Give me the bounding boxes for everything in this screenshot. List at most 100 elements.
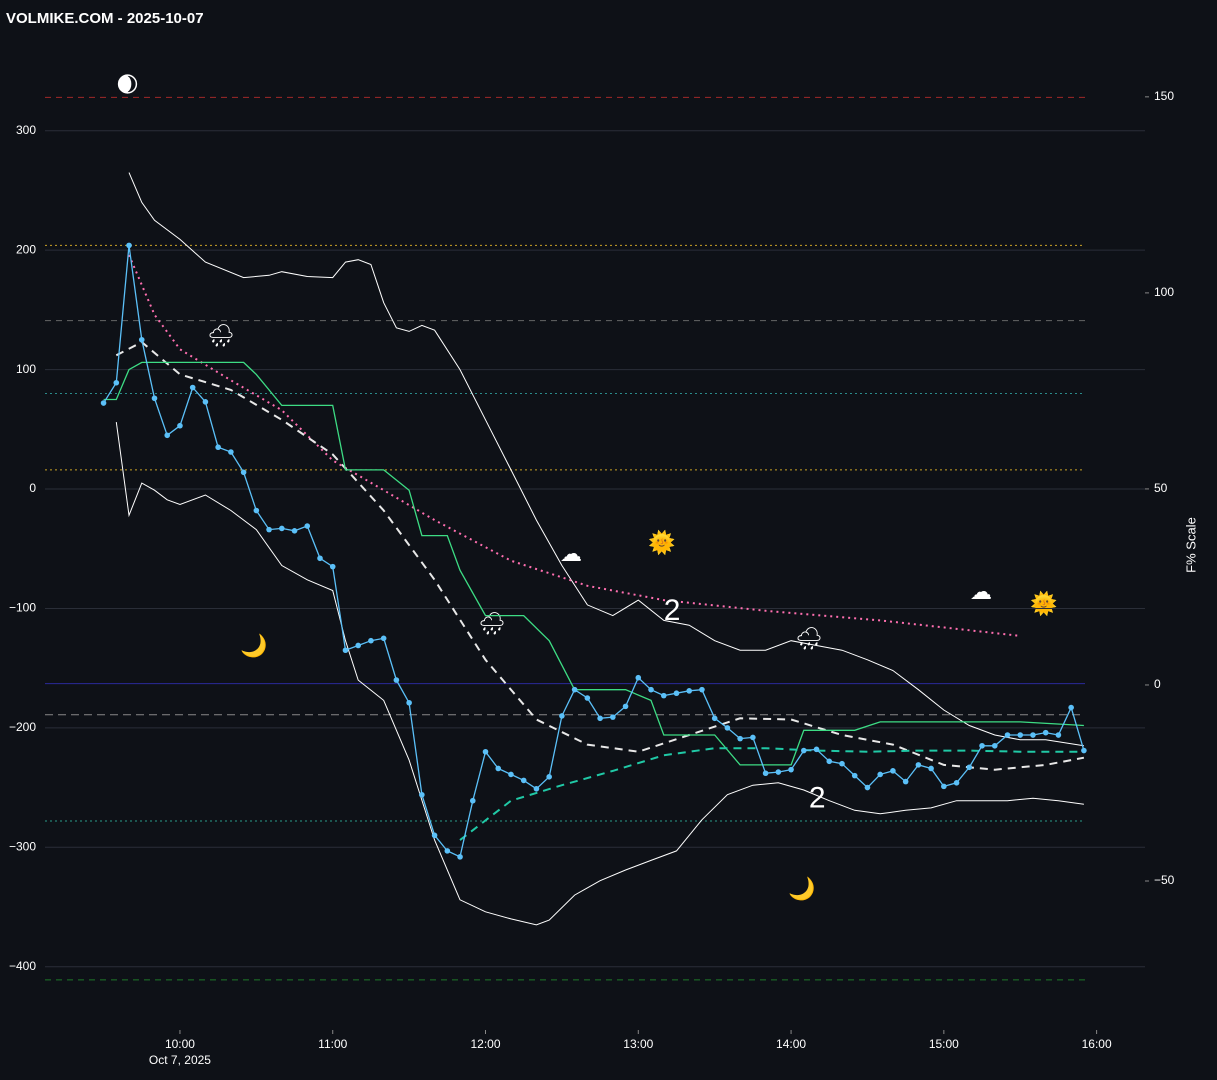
point (584, 695, 591, 701)
y2-tick-label: 50 (1154, 481, 1168, 495)
y2-tick-label: 150 (1154, 89, 1174, 103)
point (113, 379, 120, 386)
x-tick-label: 13:00 (623, 1037, 653, 1051)
point (597, 715, 603, 722)
point (941, 783, 947, 790)
icon: 🌙 (240, 633, 267, 659)
point (444, 848, 451, 854)
x-tick-label: 12:00 (470, 1037, 500, 1051)
icon: 🌧 (207, 324, 235, 349)
point (686, 688, 693, 694)
point (533, 785, 540, 792)
x-tick-label: 16:00 (1082, 1037, 1112, 1051)
point (1081, 747, 1087, 754)
point (291, 528, 298, 534)
point (355, 642, 361, 649)
point (546, 774, 552, 780)
y-tick-label: 100 (16, 362, 36, 376)
point (469, 797, 476, 804)
point (1042, 729, 1049, 736)
point (711, 715, 718, 722)
series-line (115, 340, 1085, 771)
point (406, 699, 412, 706)
point (775, 769, 782, 775)
series-line (128, 172, 1084, 747)
point (966, 764, 973, 771)
point (699, 686, 705, 693)
point (788, 766, 794, 773)
point (419, 791, 425, 798)
series-line (103, 361, 1084, 766)
x-tick-label: 11:00 (318, 1037, 347, 1051)
date-label: Oct 7, 2025 (149, 1053, 211, 1067)
annotation: 2 (664, 594, 681, 627)
point (126, 242, 132, 249)
chart-title: VOLMIKE.COM - 2025-10-07 (6, 10, 204, 27)
point (750, 734, 756, 741)
point (610, 714, 616, 720)
point (839, 760, 845, 767)
point (253, 507, 260, 514)
point (215, 444, 221, 451)
point (571, 686, 578, 693)
y2-tick-label: −50 (1154, 873, 1175, 887)
point (189, 384, 196, 391)
point (737, 735, 743, 742)
point (342, 647, 349, 654)
icon: 🌧 (795, 627, 823, 652)
point (953, 779, 960, 786)
point (100, 400, 107, 406)
icon: ☁ (560, 542, 582, 567)
point (559, 713, 565, 719)
icon: 🌞 (1030, 590, 1057, 617)
point (317, 555, 323, 562)
y-tick-label: 200 (16, 242, 36, 256)
point (673, 690, 680, 697)
point (622, 703, 629, 710)
point (724, 725, 731, 731)
y-tick-label: 0 (29, 481, 36, 495)
y-tick-label: −100 (9, 601, 36, 615)
point (762, 770, 769, 777)
point (928, 765, 934, 772)
point (660, 692, 667, 699)
point (380, 635, 387, 642)
y-tick-label: −200 (9, 720, 36, 734)
point (368, 637, 374, 644)
point (329, 563, 336, 570)
point (304, 523, 311, 529)
series-line (115, 422, 1084, 926)
point (648, 686, 654, 693)
point (508, 771, 514, 778)
y-tick-label: −400 (9, 959, 36, 973)
point (979, 742, 985, 749)
x-tick-label: 15:00 (929, 1037, 959, 1051)
point (138, 336, 145, 343)
y2-tick-label: 100 (1154, 285, 1174, 299)
point (902, 778, 909, 785)
point (164, 432, 171, 439)
x-tick-label: 14:00 (776, 1037, 806, 1051)
y2-tick-label: 0 (1154, 677, 1161, 691)
point (864, 784, 871, 791)
point (1004, 732, 1011, 738)
y-tick-label: 300 (16, 123, 36, 137)
y-tick-label: −300 (9, 839, 36, 853)
point (1055, 732, 1062, 738)
point (431, 832, 438, 839)
point (482, 748, 489, 755)
point (1017, 732, 1024, 738)
point (279, 525, 285, 532)
point (800, 747, 807, 754)
point (240, 469, 247, 476)
point (826, 758, 833, 765)
icon: 🌞 (648, 529, 675, 556)
icon: 🌒 (116, 73, 139, 98)
point (151, 395, 158, 402)
point (266, 526, 272, 533)
point (228, 449, 234, 455)
point (1068, 704, 1074, 711)
series-line (459, 747, 1084, 841)
point (202, 399, 209, 405)
